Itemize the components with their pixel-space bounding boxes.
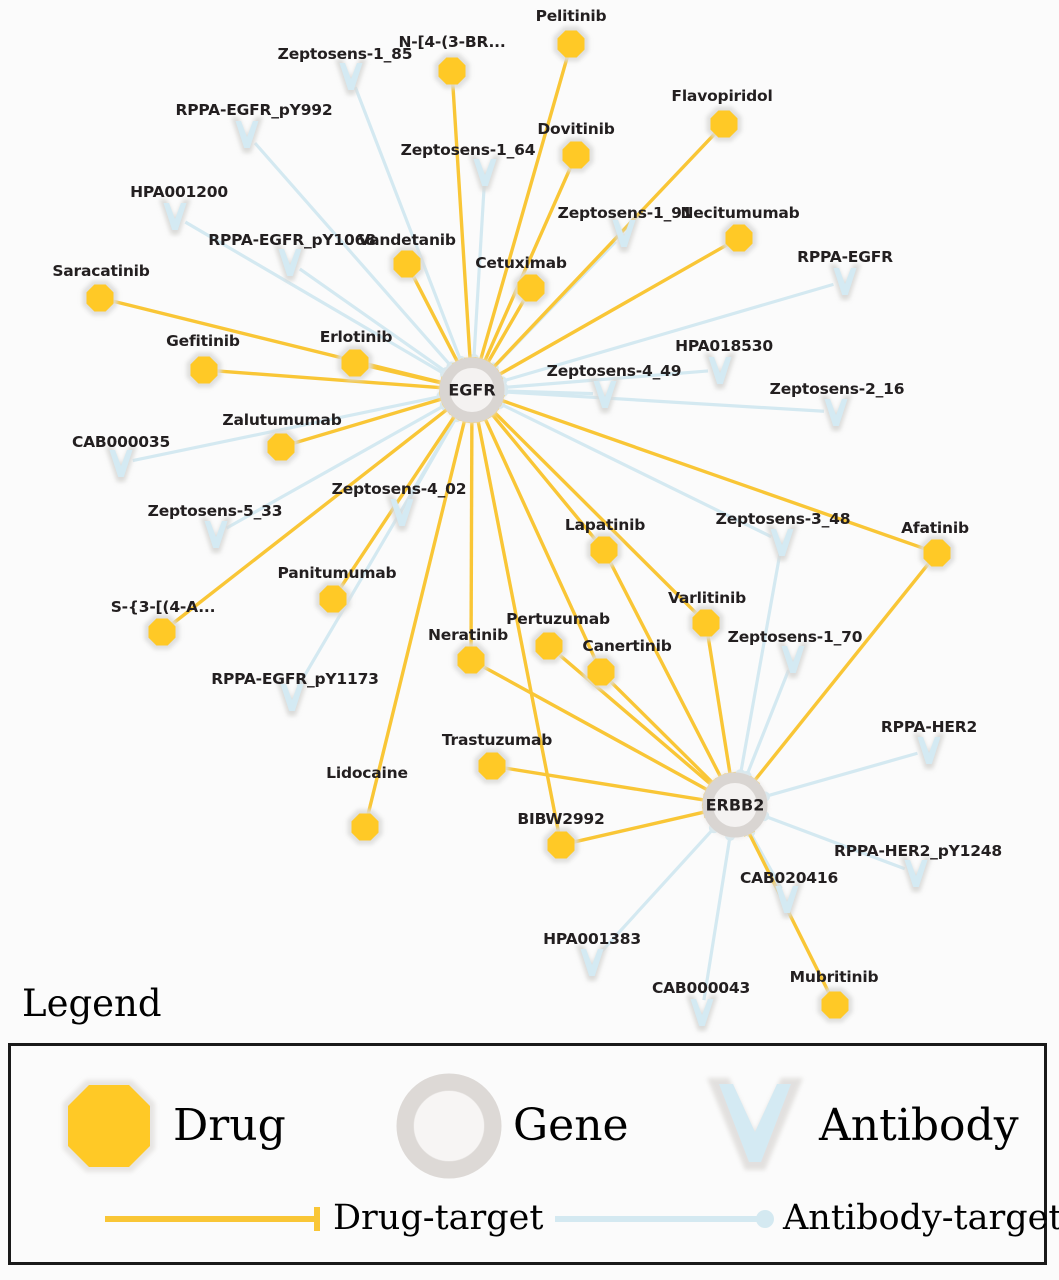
antibody-node[interactable]	[913, 733, 945, 769]
legend-edge-antibody-target-label: Antibody-target	[783, 1198, 1059, 1238]
drug-node[interactable]	[186, 352, 222, 388]
antibody-node[interactable]	[274, 245, 306, 281]
drug-node[interactable]	[453, 642, 489, 678]
legend-node-gene: Gene	[393, 1070, 629, 1182]
nodes-layer[interactable]	[82, 26, 955, 1032]
antibody-node[interactable]	[200, 517, 232, 553]
drug-node[interactable]	[543, 827, 579, 863]
drug-node[interactable]	[389, 246, 425, 282]
drug-node[interactable]	[474, 748, 510, 784]
node-label: ERBB2	[705, 795, 765, 815]
drug-node[interactable]	[144, 614, 180, 650]
antibody-node[interactable]	[231, 117, 263, 153]
legend-node-drug-label: Drug	[173, 1100, 286, 1151]
drug-node[interactable]	[337, 345, 373, 381]
antibody-node[interactable]	[766, 525, 798, 561]
drug-node[interactable]	[586, 532, 622, 568]
network-svg[interactable]	[0, 0, 1059, 1040]
antibody-node[interactable]	[771, 882, 803, 918]
legend-box: Drug Gene Antibody	[8, 1043, 1059, 1265]
gene-node[interactable]	[702, 772, 768, 838]
drug-node[interactable]	[347, 809, 383, 845]
antibody-node[interactable]	[704, 353, 736, 389]
legend-node-drug: Drug	[53, 1070, 286, 1182]
drug-node[interactable]	[706, 106, 742, 142]
gene-node[interactable]	[439, 357, 505, 423]
legend-edge-drug-target: Drug-target	[101, 1201, 543, 1236]
antibody-vee-icon	[707, 1078, 803, 1170]
drug-node[interactable]	[513, 270, 549, 306]
antibody-node[interactable]	[576, 945, 608, 981]
antibody-node[interactable]	[820, 395, 852, 431]
drug-node[interactable]	[82, 280, 118, 316]
node-label: EGFR	[448, 380, 496, 400]
antibody-node[interactable]	[469, 155, 501, 191]
legend: Legend Drug Gene	[0, 985, 1059, 1280]
drug-node[interactable]	[315, 581, 351, 617]
drug-node[interactable]	[531, 628, 567, 664]
antibody-node[interactable]	[589, 377, 621, 413]
drug-node[interactable]	[558, 137, 594, 173]
antibody-target-line-icon	[555, 1209, 774, 1228]
drug-node[interactable]	[263, 429, 299, 465]
antibody-node[interactable]	[159, 199, 191, 235]
drug-node[interactable]	[721, 220, 757, 256]
drug-octagon-icon	[63, 1080, 155, 1172]
gene-ring-icon	[396, 1073, 502, 1179]
drug-node[interactable]	[434, 53, 470, 89]
drug-node[interactable]	[553, 26, 589, 62]
drug-node[interactable]	[817, 987, 853, 1023]
antibody-node[interactable]	[105, 446, 137, 482]
legend-node-gene-label: Gene	[513, 1100, 629, 1151]
antibody-node[interactable]	[900, 856, 932, 892]
antibody-node[interactable]	[686, 995, 718, 1031]
antibody-node[interactable]	[386, 495, 418, 531]
legend-title: Legend	[22, 982, 162, 1025]
drug-target-line-icon	[105, 1206, 320, 1231]
legend-node-antibody-label: Antibody	[819, 1100, 1019, 1151]
drug-node[interactable]	[688, 605, 724, 641]
antibody-node[interactable]	[335, 59, 367, 95]
network-graph-canvas[interactable]: Zeptosens-1_85 RPPA-EGFR_pY992 Zeptosens-1…	[0, 0, 1059, 1040]
antibody-node[interactable]	[276, 680, 308, 716]
antibody-node[interactable]	[829, 264, 861, 300]
drug-node[interactable]	[919, 535, 955, 571]
legend-node-antibody: Antibody	[699, 1070, 1019, 1182]
drug-node[interactable]	[583, 654, 619, 690]
legend-edge-drug-target-label: Drug-target	[333, 1198, 544, 1238]
antibody-node[interactable]	[777, 642, 809, 678]
legend-edge-antibody-target: Antibody-target	[551, 1201, 1059, 1236]
antibody-node[interactable]	[608, 216, 640, 252]
edges-layer	[112, 56, 931, 1001]
